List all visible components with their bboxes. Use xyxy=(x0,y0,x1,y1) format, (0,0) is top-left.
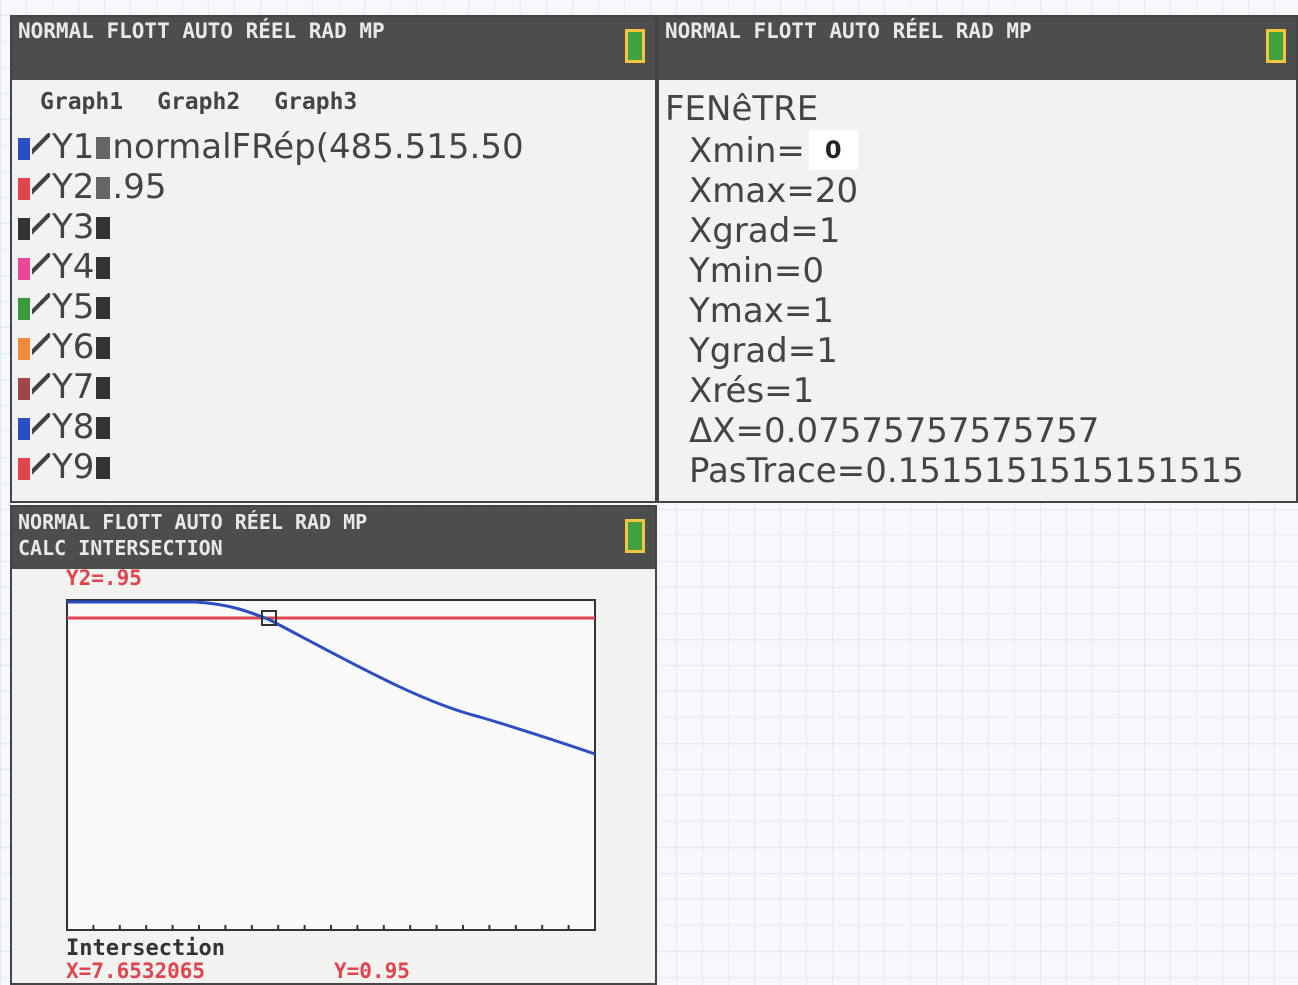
function-name: Y4 xyxy=(32,247,94,287)
equals-box xyxy=(96,377,110,399)
battery-icon xyxy=(1266,29,1286,63)
setting-row: Ymin=0 xyxy=(689,251,824,291)
setting-label: Xmax= xyxy=(689,171,815,211)
page: NORMAL FLOTT AUTO RÉEL RAD MP Graph1Grap… xyxy=(0,0,1298,978)
tabs: Graph1 Graph2 Graph3 xyxy=(40,89,391,115)
function-name: Y6 xyxy=(32,327,94,367)
status-text: NORMAL FLOTT AUTO RÉEL RAD MP xyxy=(18,509,649,535)
battery-icon xyxy=(625,29,645,63)
tab: Graph2 xyxy=(157,89,240,115)
mode-text: CALC INTERSECTION xyxy=(18,535,649,561)
plot-area xyxy=(67,600,595,930)
equals-box xyxy=(96,137,110,159)
tab: Graph3 xyxy=(274,89,357,115)
color-square xyxy=(18,298,30,320)
setting-value: 1 xyxy=(819,211,841,251)
equals-box xyxy=(96,217,110,239)
function-row: Y9 xyxy=(18,447,112,487)
setting-row: Xrés=1 xyxy=(689,371,814,411)
setting-value: 1 xyxy=(816,331,838,371)
function-label: Y2=.95 xyxy=(66,566,142,590)
equals-box xyxy=(96,257,110,279)
color-square xyxy=(18,338,30,360)
result-title: Intersection xyxy=(66,936,225,961)
x-result: X=7.6532065 xyxy=(66,959,205,983)
function-row: Y3 xyxy=(18,207,112,247)
status-text: NORMAL FLOTT AUTO RÉEL RAD MP xyxy=(665,19,1032,43)
equals-box xyxy=(96,297,110,319)
setting-value: 0.07575757575757 xyxy=(764,411,1099,451)
color-square xyxy=(18,458,30,480)
function-row: Y6 xyxy=(18,327,112,367)
setting-value: 0 xyxy=(809,130,858,170)
function-row: Y8 xyxy=(18,407,112,447)
setting-label: PasTrace= xyxy=(689,451,865,491)
color-square xyxy=(18,418,30,440)
setting-label: Ymin= xyxy=(689,251,802,291)
function-name: Y8 xyxy=(32,407,94,447)
graph: Y2=.95 Intersection X=7.6532065 Y=0.95 xyxy=(12,565,655,985)
function-name: Y3 xyxy=(32,207,94,247)
function-name: Y2 xyxy=(32,167,94,207)
setting-row: Ymax=1 xyxy=(689,291,834,331)
equals-box xyxy=(96,177,110,199)
function-row: Y5 xyxy=(18,287,112,327)
color-square xyxy=(18,178,30,200)
setting-value: 0 xyxy=(802,251,824,291)
setting-label: Ymax= xyxy=(689,291,812,331)
function-name: Y7 xyxy=(32,367,94,407)
window-title: FENêTRE xyxy=(665,89,818,129)
window-screen: NORMAL FLOTT AUTO RÉEL RAD MP FENêTRE Xm… xyxy=(657,15,1298,503)
status-bar: NORMAL FLOTT AUTO RÉEL RAD MP xyxy=(659,17,1296,80)
function-row: Y2 .95 xyxy=(18,167,166,207)
function-row: Y1 normalFRép(485.515.50 xyxy=(18,127,524,167)
function-row: Y4 xyxy=(18,247,112,287)
setting-label: Xmin= xyxy=(689,131,805,171)
function-name: Y5 xyxy=(32,287,94,327)
color-square xyxy=(18,218,30,240)
equals-box xyxy=(96,337,110,359)
setting-value: 1 xyxy=(812,291,834,331)
status-bar: NORMAL FLOTT AUTO RÉEL RAD MP xyxy=(12,17,655,80)
y-result: Y=0.95 xyxy=(334,959,410,983)
function-name: Y1 xyxy=(32,127,94,167)
setting-row: Xmin=0 xyxy=(689,131,858,171)
setting-row: ΔX=0.07575757575757 xyxy=(689,411,1099,451)
tab: Graph1 xyxy=(40,89,123,115)
equals-box xyxy=(96,457,110,479)
setting-row: Xgrad=1 xyxy=(689,211,840,251)
setting-value: 0.1515151515151515 xyxy=(865,451,1244,491)
function-expression: .95 xyxy=(112,167,166,207)
equals-box xyxy=(96,417,110,439)
setting-row: Xmax=20 xyxy=(689,171,858,211)
setting-row: PasTrace=0.1515151515151515 xyxy=(689,451,1244,491)
setting-value: 20 xyxy=(815,171,858,211)
status-bar: NORMAL FLOTT AUTO RÉEL RAD MP CALC INTER… xyxy=(12,507,655,569)
setting-label: ΔX= xyxy=(689,411,764,451)
color-square xyxy=(18,378,30,400)
setting-value: 1 xyxy=(793,371,815,411)
function-name: Y9 xyxy=(32,447,94,487)
setting-label: Ygrad= xyxy=(689,331,816,371)
graph-screen: NORMAL FLOTT AUTO RÉEL RAD MP CALC INTER… xyxy=(10,505,657,985)
function-row: Y7 xyxy=(18,367,112,407)
setting-row: Ygrad=1 xyxy=(689,331,838,371)
battery-icon xyxy=(625,519,645,553)
setting-label: Xrés= xyxy=(689,371,793,411)
setting-label: Xgrad= xyxy=(689,211,819,251)
color-square xyxy=(18,258,30,280)
status-text: NORMAL FLOTT AUTO RÉEL RAD MP xyxy=(18,19,385,43)
function-expression: normalFRép(485.515.50 xyxy=(112,127,523,167)
color-square xyxy=(18,138,30,160)
